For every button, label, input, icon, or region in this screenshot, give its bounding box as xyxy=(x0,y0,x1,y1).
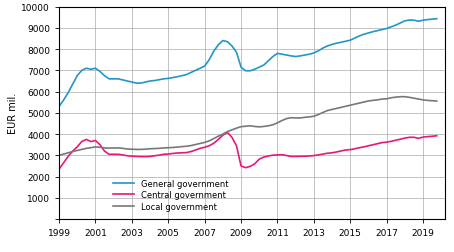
General government xyxy=(225,41,230,44)
Y-axis label: EUR mil.: EUR mil. xyxy=(9,93,19,134)
Central government xyxy=(434,135,439,138)
Local government xyxy=(434,100,439,103)
Local government xyxy=(79,148,84,151)
Central government xyxy=(56,168,62,171)
General government xyxy=(361,34,367,37)
Local government xyxy=(361,101,367,104)
Central government xyxy=(348,148,353,151)
General government xyxy=(343,41,348,44)
Central government xyxy=(366,145,371,148)
Central government xyxy=(61,162,66,165)
General government xyxy=(79,70,84,73)
Local government xyxy=(61,153,66,156)
Central government xyxy=(247,165,253,168)
General government xyxy=(56,106,62,109)
Line: General government: General government xyxy=(59,20,437,107)
Local government xyxy=(225,131,230,134)
Local government xyxy=(398,96,403,99)
Legend: General government, Central government, Local government: General government, Central government, … xyxy=(114,179,228,211)
General government xyxy=(61,99,66,102)
General government xyxy=(243,70,248,73)
General government xyxy=(434,18,439,21)
Local government xyxy=(56,154,62,157)
Central government xyxy=(225,131,230,134)
Local government xyxy=(243,125,248,128)
Central government xyxy=(79,140,84,143)
Central government xyxy=(229,136,235,139)
Line: Local government: Local government xyxy=(59,97,437,156)
Line: Central government: Central government xyxy=(59,133,437,170)
Local government xyxy=(343,105,348,108)
